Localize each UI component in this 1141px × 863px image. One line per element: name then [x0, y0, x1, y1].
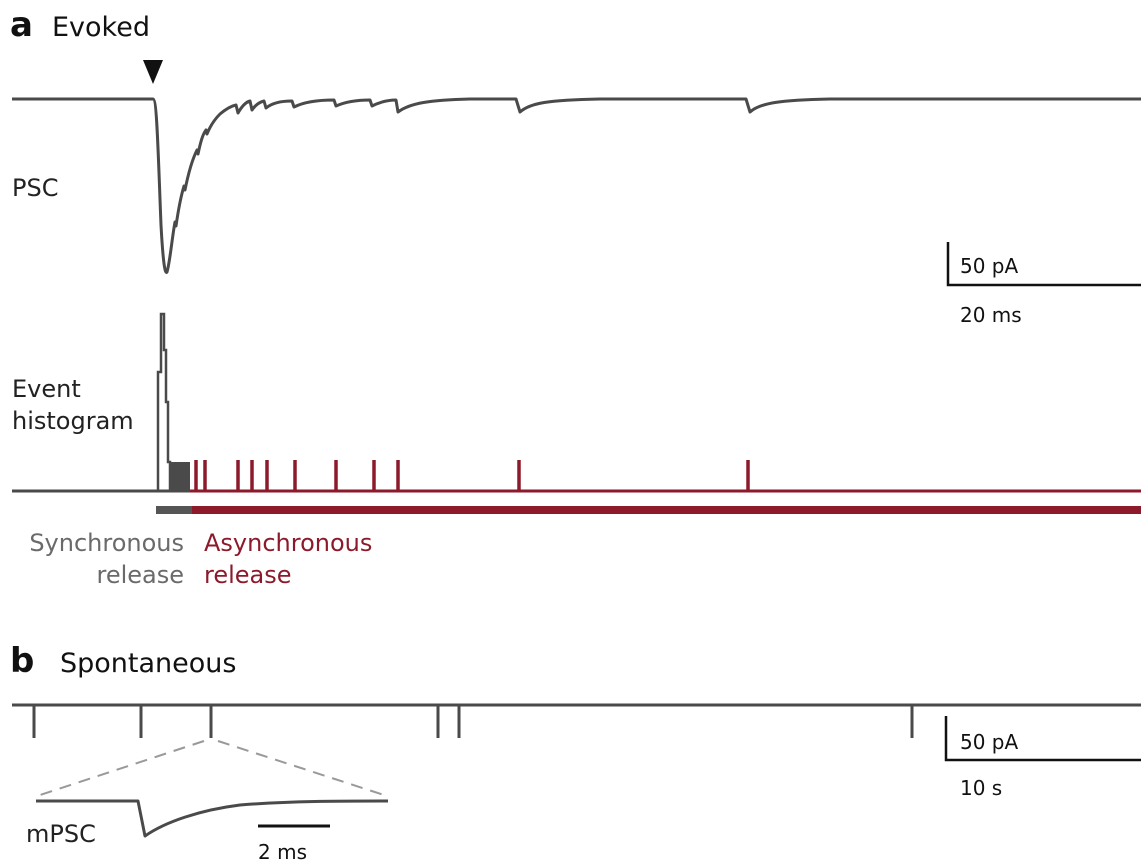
histogram-label-line1: Event: [12, 375, 81, 403]
mpsc-label: mPSC: [26, 820, 96, 848]
stimulus-arrowhead-icon: [143, 60, 163, 84]
scale-current-b: 50 pA: [960, 730, 1019, 754]
histogram-label-line2: histogram: [12, 407, 134, 435]
scale-bar-b: [944, 716, 1141, 762]
mpsc-inset-trace: [36, 799, 389, 838]
panel-b-title: Spontaneous: [60, 648, 236, 679]
async-release-bar: [192, 506, 1141, 514]
psc-label: PSC: [12, 174, 58, 202]
sync-release-label-line2: release: [96, 561, 184, 589]
inset-scale-time: 2 ms: [258, 840, 307, 863]
scale-time-a: 20 ms: [960, 303, 1022, 327]
sync-histogram: [156, 312, 172, 491]
sync-histogram-block: [170, 462, 190, 491]
panel-a-title: Evoked: [52, 12, 150, 43]
async-event-ticks: [194, 460, 750, 491]
psc-trace: [12, 97, 1141, 274]
async-release-label-line2: release: [204, 561, 292, 589]
spontaneous-events: [32, 705, 914, 738]
zoom-dashed-left: [39, 740, 205, 796]
scale-time-b: 10 s: [960, 776, 1002, 800]
scale-bar-a: [946, 242, 1141, 287]
async-release-label-line1: Asynchronous: [204, 529, 372, 557]
sync-release-bar: [156, 506, 192, 514]
zoom-dashed-right: [217, 740, 385, 796]
panel-a-letter: a: [10, 5, 33, 45]
scale-current-a: 50 pA: [960, 254, 1019, 278]
panel-b-letter: b: [10, 641, 34, 681]
sync-release-label-line1: Synchronous: [29, 529, 184, 557]
